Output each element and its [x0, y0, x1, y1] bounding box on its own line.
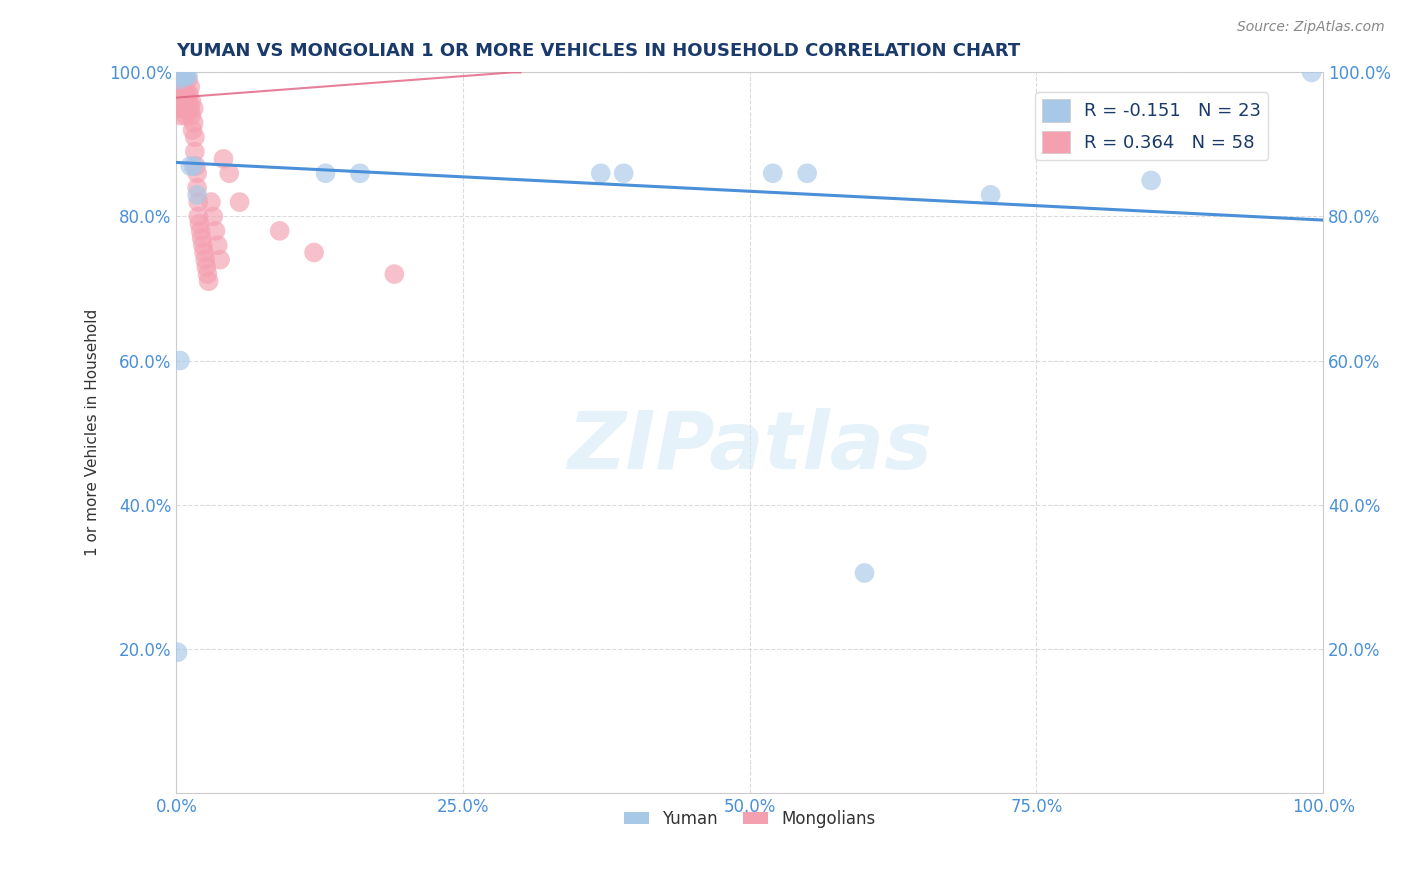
Point	[172, 69, 194, 83]
Point	[180, 94, 202, 108]
Point	[173, 102, 195, 116]
Point	[177, 72, 200, 87]
Point	[207, 238, 229, 252]
Point	[183, 116, 205, 130]
Point	[176, 87, 198, 101]
Point	[349, 166, 371, 180]
Point	[179, 159, 201, 173]
Point	[190, 231, 212, 245]
Point	[166, 69, 188, 83]
Point	[177, 94, 200, 108]
Point	[173, 72, 195, 87]
Point	[179, 102, 201, 116]
Point	[183, 102, 205, 116]
Point	[1301, 65, 1323, 79]
Point	[169, 87, 191, 101]
Point	[212, 152, 235, 166]
Text: ZIPatlas: ZIPatlas	[567, 408, 932, 486]
Point	[228, 195, 250, 210]
Point	[179, 87, 201, 101]
Point	[172, 69, 194, 83]
Point	[166, 79, 188, 94]
Point	[184, 130, 207, 145]
Text: Source: ZipAtlas.com: Source: ZipAtlas.com	[1237, 20, 1385, 34]
Point	[193, 245, 215, 260]
Point	[179, 79, 201, 94]
Point	[191, 238, 214, 252]
Point	[197, 267, 219, 281]
Point	[186, 166, 208, 180]
Point	[204, 224, 226, 238]
Point	[172, 87, 194, 101]
Point	[170, 94, 193, 108]
Legend: Yuman, Mongolians: Yuman, Mongolians	[617, 804, 882, 835]
Point	[177, 69, 200, 83]
Point	[179, 102, 201, 116]
Point	[589, 166, 612, 180]
Point	[218, 166, 240, 180]
Point	[176, 102, 198, 116]
Point	[302, 245, 325, 260]
Point	[613, 166, 636, 180]
Y-axis label: 1 or more Vehicles in Household: 1 or more Vehicles in Household	[86, 309, 100, 557]
Point	[167, 102, 190, 116]
Point	[315, 166, 337, 180]
Point	[796, 166, 818, 180]
Point	[186, 187, 208, 202]
Point	[200, 195, 222, 210]
Point	[1140, 173, 1163, 187]
Point	[170, 109, 193, 123]
Point	[853, 566, 876, 580]
Point	[980, 187, 1002, 202]
Point	[169, 353, 191, 368]
Point	[181, 123, 204, 137]
Point	[190, 224, 212, 238]
Point	[172, 94, 194, 108]
Point	[209, 252, 232, 267]
Point	[174, 109, 197, 123]
Point	[180, 109, 202, 123]
Point	[172, 79, 194, 94]
Point	[172, 72, 194, 87]
Point	[173, 87, 195, 101]
Point	[174, 69, 197, 83]
Point	[188, 217, 211, 231]
Point	[382, 267, 405, 281]
Point	[184, 159, 207, 173]
Text: YUMAN VS MONGOLIAN 1 OR MORE VEHICLES IN HOUSEHOLD CORRELATION CHART: YUMAN VS MONGOLIAN 1 OR MORE VEHICLES IN…	[177, 42, 1021, 60]
Point	[172, 102, 194, 116]
Point	[166, 645, 188, 659]
Point	[762, 166, 785, 180]
Point	[174, 94, 197, 108]
Point	[187, 210, 209, 224]
Point	[169, 72, 191, 87]
Point	[195, 260, 218, 274]
Point	[187, 195, 209, 210]
Point	[269, 224, 291, 238]
Point	[186, 180, 208, 194]
Point	[183, 159, 205, 173]
Point	[184, 145, 207, 159]
Point	[167, 87, 190, 101]
Point	[194, 252, 217, 267]
Point	[202, 210, 225, 224]
Point	[197, 274, 219, 288]
Point	[169, 72, 191, 87]
